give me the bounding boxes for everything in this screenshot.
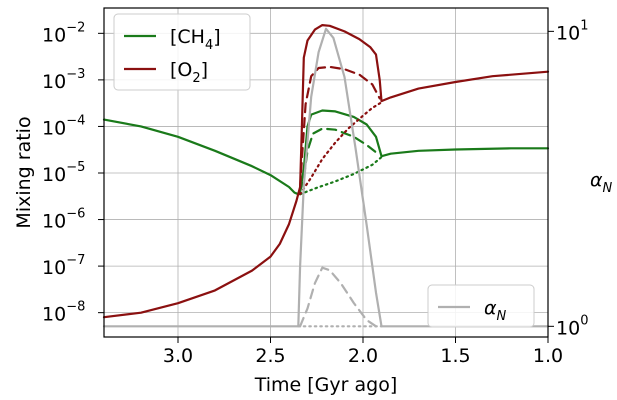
series-line-7 bbox=[299, 266, 378, 328]
legend-label: [O2] bbox=[170, 59, 208, 86]
legends: [CH4][O2]αN bbox=[113, 13, 535, 328]
y-right-axis-label-sub: N bbox=[603, 181, 613, 196]
y-right-tick-label: 101 bbox=[556, 18, 588, 44]
series-line-0 bbox=[102, 109, 550, 196]
y-right-tick-exponent: 0 bbox=[580, 313, 588, 328]
y-tick-label: 10−7 bbox=[42, 253, 85, 279]
y-tick-label: 10−3 bbox=[42, 67, 85, 93]
y-right-axis-label: αN bbox=[590, 169, 613, 196]
y-tick-exponent: −2 bbox=[66, 20, 85, 35]
y-axis-ticks: 10−8 10−7 10−6 10−5 10−4 10−3 10−2 bbox=[42, 20, 104, 326]
legend-label-main: [O bbox=[170, 59, 192, 81]
y-tick-label: 10−5 bbox=[42, 160, 85, 186]
legend-label-sub: 4 bbox=[205, 38, 213, 53]
legend-label-sub: 2 bbox=[192, 71, 200, 86]
legend-box bbox=[113, 13, 251, 91]
y-axis-label: Mixing ratio bbox=[13, 116, 35, 228]
y-tick-label: 10−8 bbox=[42, 300, 85, 326]
x-axis-ticks: 3.0 2.5 2.0 1.5 1.0 bbox=[163, 337, 563, 367]
legend-label-sub: N bbox=[497, 309, 507, 324]
y-tick-exponent: −3 bbox=[66, 67, 85, 82]
legend-label: [CH4] bbox=[170, 26, 221, 53]
series-layer bbox=[102, 24, 550, 328]
series-line-5 bbox=[299, 101, 383, 196]
y-right-axis-ticks: 100 101 bbox=[548, 18, 588, 339]
legend-label: αN bbox=[484, 297, 507, 324]
x-tick-label: 2.5 bbox=[255, 345, 285, 367]
x-axis-label: Time [Gyr ago] bbox=[254, 374, 398, 396]
y-tick-exponent: −7 bbox=[66, 253, 85, 268]
y-tick-label: 10−6 bbox=[42, 207, 85, 233]
y-right-axis-label-text: αN bbox=[590, 169, 613, 196]
legend-box bbox=[427, 284, 535, 328]
x-tick-label: 1.0 bbox=[533, 345, 563, 367]
y-tick-label: 10−2 bbox=[42, 20, 85, 46]
x-tick-label: 2.0 bbox=[348, 345, 378, 367]
series-line-3 bbox=[102, 24, 550, 319]
y-tick-exponent: −6 bbox=[66, 207, 85, 222]
y-right-tick-exponent: 1 bbox=[580, 18, 588, 33]
y-right-tick-label: 100 bbox=[556, 313, 588, 339]
y-tick-exponent: −4 bbox=[66, 113, 85, 128]
y-tick-exponent: −8 bbox=[66, 300, 85, 315]
y-tick-exponent: −5 bbox=[66, 160, 85, 175]
legend-label-close: ] bbox=[201, 59, 208, 81]
y-tick-label: 10−4 bbox=[42, 113, 85, 139]
series-line-6 bbox=[102, 27, 550, 328]
legend-label-main: α bbox=[484, 297, 497, 319]
x-tick-label: 3.0 bbox=[163, 345, 193, 367]
legend-label-main: [CH bbox=[170, 26, 205, 48]
x-tick-label: 1.5 bbox=[440, 345, 470, 367]
series-line-4 bbox=[299, 65, 381, 189]
legend-label-close: ] bbox=[213, 26, 220, 48]
